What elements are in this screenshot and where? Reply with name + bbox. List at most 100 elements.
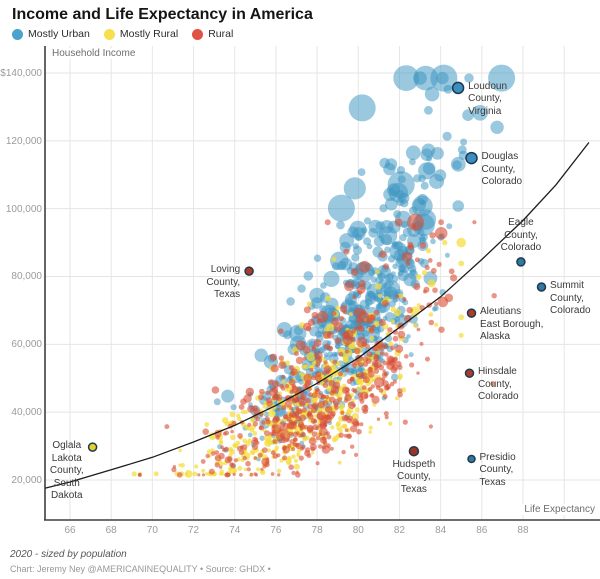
scatter-point-rural: [295, 396, 300, 401]
scatter-point-mostly-urban: [286, 297, 295, 306]
legend-label: Mostly Rural: [119, 28, 179, 40]
scatter-point-rural: [370, 384, 375, 389]
scatter-point-rural: [313, 339, 322, 347]
scatter-point-mostly-rural: [415, 274, 422, 280]
scatter-point-mostly-rural: [368, 430, 373, 434]
scatter-point-rural: [287, 443, 292, 448]
scatter-point-rural: [357, 324, 363, 330]
scatter-point-rural: [214, 450, 220, 455]
scatter-point-rural: [378, 343, 386, 351]
scatter-point-rural: [299, 401, 306, 407]
scatter-point-rural: [237, 433, 243, 439]
scatter-point-mostly-rural: [184, 469, 193, 478]
scatter-point-rural: [323, 360, 328, 365]
scatter-point-mostly-urban: [399, 234, 407, 242]
scatter-point-mostly-rural: [335, 305, 340, 311]
x-tick-label: 68: [105, 525, 117, 536]
legend-item-mostly-urban: Mostly Urban: [12, 28, 90, 40]
scatter-point-rural: [294, 351, 299, 357]
scatter-point-rural: [270, 450, 276, 456]
scatter-point-rural: [403, 314, 412, 323]
scatter-point-mostly-rural: [267, 448, 271, 453]
y-tick-label: 120,000: [5, 135, 42, 147]
scatter-point-mostly-urban: [323, 270, 340, 287]
scatter-point-rural: [271, 424, 276, 429]
scatter-point-rural: [353, 347, 361, 355]
scatter-point-rural: [354, 326, 359, 331]
scatter-point-mostly-urban: [442, 131, 452, 141]
scatter-point-mostly-rural: [293, 458, 299, 463]
scatter-point-mostly-urban: [446, 223, 453, 230]
scatter-point-rural: [298, 455, 304, 461]
scatter-point-rural: [382, 394, 388, 399]
scatter-point-rural: [321, 445, 327, 450]
scatter-point-rural: [264, 430, 270, 437]
scatter-point-mostly-rural: [236, 413, 241, 418]
scatter-point-rural: [271, 386, 279, 393]
scatter-point-mostly-urban: [400, 199, 409, 208]
scatter-point-mostly-rural: [395, 396, 399, 401]
scatter-point-rural: [378, 388, 384, 393]
scatter-point-rural: [351, 328, 356, 334]
scatter-point-rural: [312, 403, 317, 408]
scatter-point-rural: [395, 294, 400, 299]
scatter-point-rural: [295, 470, 299, 474]
scatter-point-rural: [232, 472, 236, 476]
scatter-point-mostly-rural: [291, 454, 296, 460]
scatter-point-rural: [402, 297, 407, 302]
scatter-point-rural: [238, 449, 245, 455]
scatter-point-rural: [224, 472, 229, 477]
footer-note: 2020 - sized by population: [10, 549, 127, 560]
scatter-point-rural: [324, 405, 333, 414]
scatter-point-mostly-urban: [283, 330, 292, 340]
scatter-point-mostly-urban: [363, 237, 372, 246]
scatter-point-mostly-urban: [367, 290, 375, 299]
scatter-point-rural: [211, 386, 220, 394]
scatter-point-rural: [258, 426, 263, 430]
scatter-point-rural: [325, 414, 331, 420]
scatter-point-rural: [390, 345, 396, 351]
scatter-point-mostly-urban: [348, 316, 355, 323]
scatter-point-rural: [397, 388, 403, 394]
scatter-point-rural: [324, 219, 331, 226]
scatter-point-rural: [305, 397, 311, 404]
scatter-point-rural: [214, 462, 220, 468]
scatter-point-rural: [315, 388, 320, 393]
scatter-point-rural: [307, 403, 314, 410]
scatter-point-rural: [288, 420, 294, 425]
scatter-point-mostly-urban: [348, 94, 376, 122]
scatter-point-mostly-urban: [370, 276, 377, 283]
scatter-point-rural: [255, 416, 261, 422]
scatter-point-mostly-urban: [432, 306, 437, 312]
scatter-point-mostly-urban: [352, 243, 359, 250]
scatter-point-mostly-rural: [427, 279, 436, 288]
scatter-point-mostly-urban: [443, 84, 453, 94]
scatter-point-mostly-urban: [303, 391, 309, 396]
scatter-point-mostly-rural: [390, 306, 397, 313]
scatter-point-mostly-urban: [397, 175, 406, 184]
scatter-point-rural: [338, 351, 344, 357]
scatter-point-rural: [383, 372, 388, 377]
scatter-point-mostly-urban: [348, 308, 355, 314]
scatter-point-rural: [391, 364, 399, 371]
scatter-point-rural: [281, 374, 286, 379]
annotation-douglas: Douglas County, Colorado: [481, 151, 523, 188]
scatter-point-rural: [227, 456, 233, 462]
scatter-point-rural: [276, 453, 281, 458]
scatter-point-rural: [222, 431, 227, 436]
scatter-point-rural: [392, 335, 399, 342]
scatter-point-rural: [261, 420, 266, 425]
scatter-point-mostly-rural: [336, 393, 341, 398]
scatter-point-rural: [423, 289, 427, 294]
scatter-point-mostly-rural: [349, 343, 355, 350]
scatter-point-rural: [245, 387, 254, 397]
scatter-point-rural: [240, 398, 247, 405]
scatter-point-rural: [343, 433, 348, 438]
scatter-point-mostly-rural: [252, 431, 258, 436]
scatter-point-rural: [357, 372, 365, 379]
scatter-point-rural: [326, 331, 334, 339]
scatter-point-rural: [358, 280, 366, 288]
scatter-point-rural: [325, 369, 330, 374]
scatter-point-mostly-urban: [263, 411, 270, 418]
scatter-point-mostly-rural: [293, 463, 300, 470]
